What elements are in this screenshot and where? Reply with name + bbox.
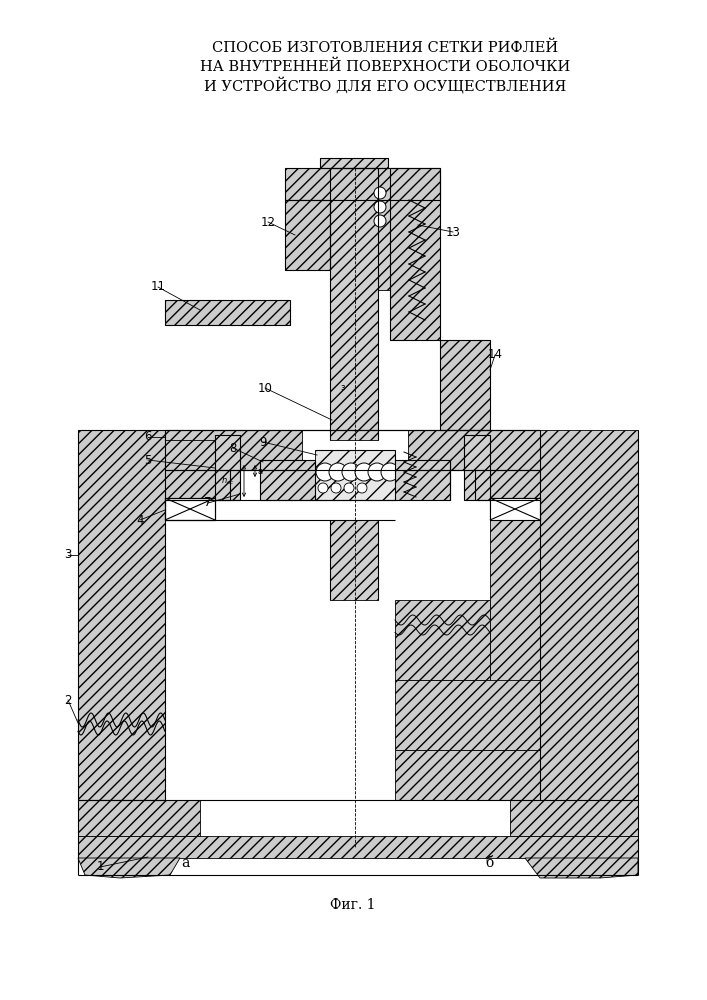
Polygon shape: [378, 200, 390, 290]
Text: И УСТРОЙСТВО ДЛЯ ЕГО ОСУЩЕСТВЛЕНИЯ: И УСТРОЙСТВО ДЛЯ ЕГО ОСУЩЕСТВЛЕНИЯ: [204, 78, 566, 95]
Polygon shape: [510, 800, 638, 836]
Polygon shape: [490, 520, 540, 750]
Text: СПОСОБ ИЗГОТОВЛЕНИЯ СЕТКИ РИФЛЕЙ: СПОСОБ ИЗГОТОВЛЕНИЯ СЕТКИ РИФЛЕЙ: [212, 41, 558, 55]
Polygon shape: [78, 430, 165, 800]
Circle shape: [355, 463, 373, 481]
Text: 11: 11: [151, 280, 165, 294]
Circle shape: [344, 483, 354, 493]
Polygon shape: [315, 450, 395, 500]
Polygon shape: [440, 340, 490, 430]
Text: 12: 12: [260, 216, 276, 229]
Polygon shape: [395, 460, 450, 500]
Polygon shape: [490, 498, 540, 520]
Text: 1: 1: [96, 860, 104, 874]
Polygon shape: [525, 858, 638, 878]
Text: а: а: [181, 856, 189, 870]
Text: НА ВНУТРЕННЕЙ ПОВЕРХНОСТИ ОБОЛОЧКИ: НА ВНУТРЕННЕЙ ПОВЕРХНОСТИ ОБОЛОЧКИ: [200, 60, 570, 74]
Polygon shape: [78, 800, 200, 836]
Polygon shape: [165, 430, 302, 470]
Text: 7: 7: [204, 496, 212, 510]
Polygon shape: [390, 168, 440, 340]
Polygon shape: [165, 470, 230, 500]
Polygon shape: [540, 430, 638, 800]
Polygon shape: [475, 470, 540, 500]
Polygon shape: [165, 440, 230, 470]
Circle shape: [374, 215, 386, 227]
Circle shape: [316, 463, 334, 481]
Text: 3: 3: [64, 548, 71, 562]
Circle shape: [342, 463, 360, 481]
Circle shape: [381, 463, 399, 481]
Polygon shape: [395, 680, 540, 750]
Polygon shape: [78, 836, 638, 858]
Polygon shape: [165, 300, 290, 325]
Text: а: а: [258, 466, 263, 476]
Polygon shape: [285, 168, 440, 200]
Polygon shape: [165, 498, 215, 520]
Circle shape: [329, 463, 347, 481]
Polygon shape: [408, 430, 540, 470]
Polygon shape: [260, 460, 315, 500]
Text: 8: 8: [229, 442, 237, 454]
Text: 10: 10: [257, 381, 272, 394]
Polygon shape: [78, 858, 180, 878]
Polygon shape: [330, 520, 378, 600]
Polygon shape: [215, 435, 240, 500]
Polygon shape: [395, 750, 540, 800]
Circle shape: [374, 201, 386, 213]
Text: 4: 4: [136, 514, 144, 526]
Text: $h_{ос}$: $h_{ос}$: [221, 475, 235, 487]
Text: 2: 2: [64, 694, 71, 706]
Circle shape: [368, 463, 386, 481]
Circle shape: [318, 483, 328, 493]
Polygon shape: [320, 158, 388, 168]
Text: 14: 14: [488, 349, 503, 361]
Polygon shape: [490, 498, 540, 520]
Polygon shape: [330, 168, 378, 440]
Text: з: з: [341, 383, 345, 392]
Circle shape: [357, 483, 367, 493]
Text: 6: 6: [144, 430, 152, 444]
Circle shape: [331, 483, 341, 493]
Polygon shape: [285, 200, 330, 270]
Text: б: б: [486, 856, 494, 870]
Polygon shape: [395, 600, 490, 680]
Text: 5: 5: [144, 454, 152, 466]
Text: 9: 9: [259, 436, 267, 448]
Circle shape: [374, 187, 386, 199]
Text: 13: 13: [445, 226, 460, 238]
Polygon shape: [464, 435, 490, 500]
Text: Фиг. 1: Фиг. 1: [330, 898, 375, 912]
